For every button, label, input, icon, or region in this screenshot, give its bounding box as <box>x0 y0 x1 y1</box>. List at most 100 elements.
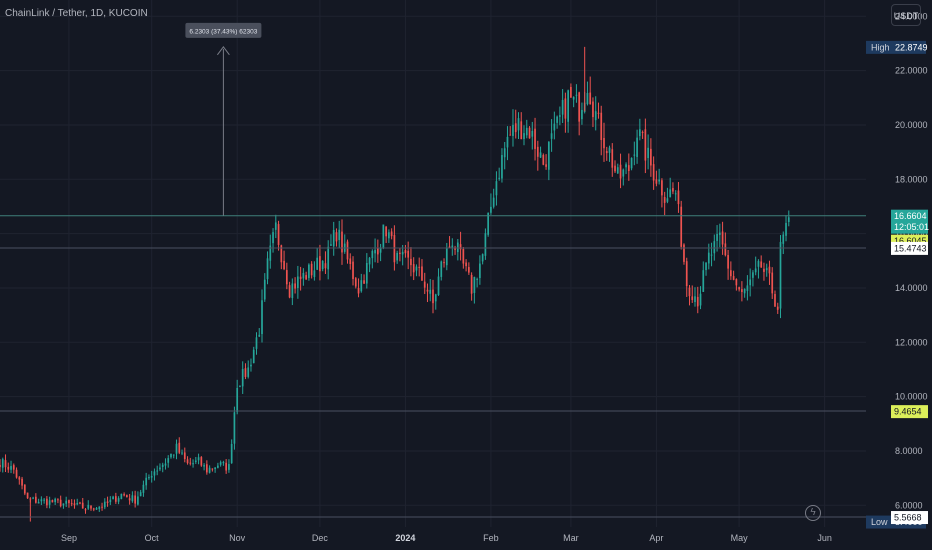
currency-button[interactable]: USDT <box>891 4 921 26</box>
candle-body <box>388 232 390 239</box>
candle-body <box>484 233 487 256</box>
candle-body <box>685 261 688 287</box>
candle-body <box>581 109 583 120</box>
candle-body <box>106 501 109 503</box>
candle-body <box>203 465 205 467</box>
candle-body <box>520 121 523 140</box>
price-axis[interactable] <box>866 0 932 550</box>
candle-body <box>545 164 547 167</box>
candle-body <box>95 508 98 510</box>
candle-body <box>142 484 145 493</box>
candle-body <box>252 349 255 364</box>
price-axis-tick: 22.0000 <box>895 66 928 76</box>
candle-body <box>10 466 12 470</box>
candle-body <box>746 285 749 291</box>
candle-body <box>517 118 520 131</box>
candle-body <box>730 270 732 277</box>
candle-body <box>139 492 142 497</box>
price-tag: 16.6045 <box>894 236 927 246</box>
candle-body <box>137 496 139 505</box>
candle-body <box>327 246 330 270</box>
candle-body <box>534 128 536 149</box>
candle-body <box>255 337 258 349</box>
candle-body <box>603 137 605 149</box>
price-tag: 16.6604 <box>894 211 927 221</box>
candle-body <box>655 179 658 184</box>
low-label: Low <box>871 517 888 527</box>
candle-body <box>277 224 280 245</box>
candle-body <box>467 267 470 273</box>
candle-body <box>694 296 696 303</box>
candle-body <box>763 268 765 272</box>
candle-body <box>429 289 432 294</box>
candle-body <box>578 92 581 122</box>
candle-body <box>600 112 603 141</box>
candle-body <box>233 412 236 444</box>
candle-body <box>299 276 302 280</box>
candle-body <box>26 492 29 499</box>
candle-body <box>663 196 666 203</box>
candle-body <box>531 130 534 137</box>
candle-body <box>688 287 691 297</box>
candle-body <box>559 115 561 117</box>
candle-body <box>638 129 641 137</box>
candle-body <box>324 263 327 269</box>
candle-body <box>131 495 134 502</box>
candle-body <box>21 478 23 486</box>
candle-body <box>443 262 445 264</box>
candle-body <box>677 190 680 205</box>
candle-body <box>81 502 84 509</box>
candle-body <box>241 368 244 387</box>
price-axis-tick: 14.0000 <box>895 283 928 293</box>
candle-body <box>738 287 740 290</box>
candle-body <box>120 493 123 499</box>
candle-body <box>616 167 619 174</box>
candle-body <box>415 266 418 271</box>
candle-body <box>749 279 752 286</box>
candle-body <box>592 101 594 118</box>
candle-body <box>128 498 131 501</box>
exchange-label: KUCOIN <box>108 8 148 19</box>
candle-body <box>376 247 379 255</box>
candle-body <box>473 276 476 293</box>
candle-body <box>186 459 189 464</box>
candle-body <box>586 92 589 105</box>
candle-body <box>332 229 335 247</box>
lightning-icon[interactable]: ϟ <box>805 505 821 521</box>
candle-body <box>90 505 92 509</box>
candle-body <box>15 469 18 478</box>
price-axis-tick: 12.0000 <box>895 337 928 347</box>
candle-body <box>239 385 241 387</box>
candle-body <box>743 288 746 294</box>
candle-body <box>768 266 771 274</box>
candle-body <box>611 149 614 168</box>
candle-body <box>57 499 59 501</box>
candle-body <box>181 452 183 454</box>
candle-body <box>59 499 62 507</box>
candle-body <box>313 270 316 277</box>
candle-body <box>214 467 216 470</box>
candle-body <box>349 258 352 264</box>
candle-body <box>354 278 357 287</box>
candle-body <box>200 457 203 466</box>
candle-body <box>412 264 415 273</box>
candle-body <box>222 462 225 464</box>
time-axis-tick: Mar <box>563 533 579 543</box>
candle-body <box>76 503 79 505</box>
candle-body <box>247 367 250 377</box>
candle-body <box>774 294 776 307</box>
candle-body <box>0 464 1 467</box>
candle-body <box>285 270 288 285</box>
candle-body <box>525 127 528 136</box>
candle-body <box>476 278 478 280</box>
price-axis-tick: 6.0000 <box>895 500 923 510</box>
candle-body <box>553 123 556 131</box>
time-axis-tick: Jun <box>817 533 832 543</box>
candle-body <box>782 234 785 244</box>
candle-body <box>647 147 649 159</box>
price-tag: 9.4654 <box>894 407 922 417</box>
candle-body <box>434 294 437 302</box>
candle-body <box>189 462 192 464</box>
